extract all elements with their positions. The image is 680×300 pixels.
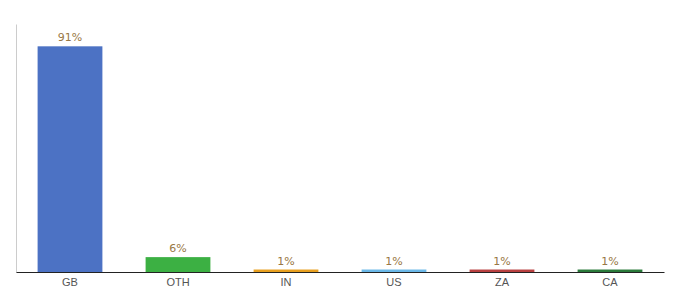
x-tick: CA bbox=[602, 276, 618, 288]
bar bbox=[38, 46, 103, 272]
x-tick: ZA bbox=[495, 276, 510, 288]
x-axis: GB OTH IN US ZA CA bbox=[17, 273, 665, 288]
y-axis bbox=[16, 25, 17, 273]
data-label: 1% bbox=[493, 255, 510, 268]
x-tick-label: US bbox=[386, 276, 401, 288]
chart: GB OTH IN US ZA CA 91% 6% 1% 1% 1% 1% bbox=[0, 0, 680, 300]
data-label: 1% bbox=[277, 255, 294, 268]
bars bbox=[38, 46, 643, 272]
data-label: 1% bbox=[601, 255, 618, 268]
x-tick-label: CA bbox=[602, 276, 618, 288]
data-label: 91% bbox=[58, 31, 82, 44]
x-tick-label: OTH bbox=[166, 276, 189, 288]
bar bbox=[254, 270, 319, 272]
x-tick-label: IN bbox=[281, 276, 292, 288]
bar bbox=[146, 257, 211, 272]
x-tick: US bbox=[386, 276, 401, 288]
data-labels: 91% 6% 1% 1% 1% 1% bbox=[58, 31, 619, 267]
x-tick: IN bbox=[281, 276, 292, 288]
bar bbox=[470, 270, 535, 272]
x-tick: GB bbox=[62, 276, 78, 288]
data-label: 6% bbox=[169, 242, 186, 255]
x-tick-label: ZA bbox=[495, 276, 510, 288]
plot: GB OTH IN US ZA CA 91% 6% 1% 1% 1% 1% bbox=[17, 25, 665, 288]
bar bbox=[362, 270, 427, 272]
x-tick: OTH bbox=[166, 276, 189, 288]
x-axis-line bbox=[17, 272, 665, 273]
data-label: 1% bbox=[385, 255, 402, 268]
bar bbox=[578, 270, 643, 272]
x-tick-label: GB bbox=[62, 276, 78, 288]
y-axis-line bbox=[16, 25, 17, 273]
